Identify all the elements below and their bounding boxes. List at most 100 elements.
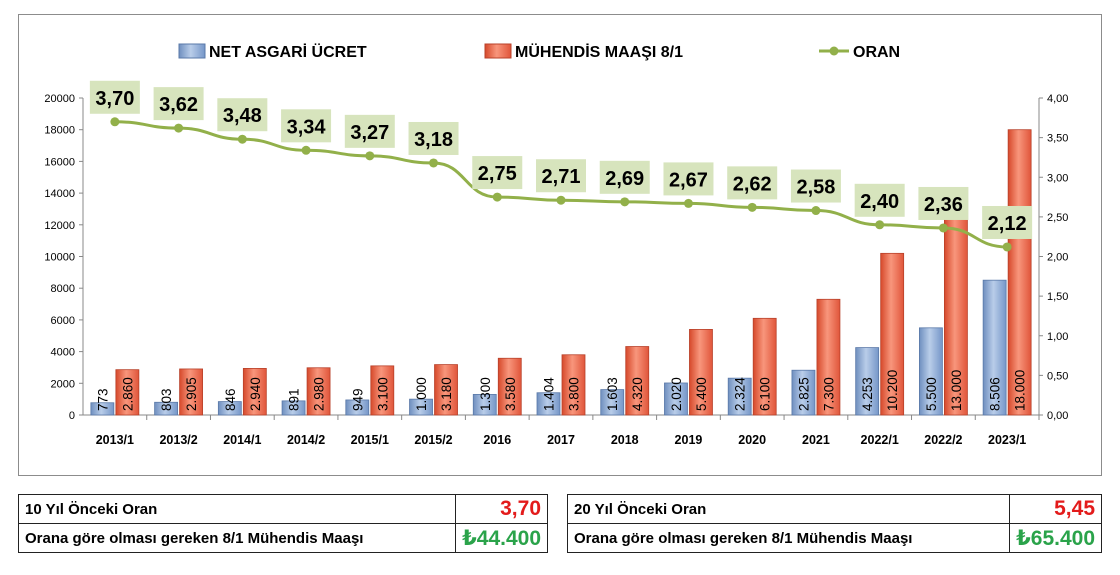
x-tick-label: 2022/1 — [861, 433, 899, 447]
point-oran — [938, 223, 948, 233]
bar-label-net-asgari-ucret: 891 — [287, 388, 302, 411]
ratio-value-20y: 5,45 — [1009, 494, 1102, 524]
x-tick-label: 2016 — [483, 433, 511, 447]
bar-label-muhendis-maasi: 4.320 — [630, 377, 645, 411]
bar-net-asgari-ucret — [727, 377, 752, 416]
bar-label-muhendis-maasi: 2.980 — [312, 377, 327, 411]
data-label-box-oran — [408, 121, 459, 155]
data-label-oran: 3,48 — [223, 105, 262, 127]
bar-net-asgari-ucret — [664, 382, 688, 416]
salary-value-10y: ₺44.400 — [455, 523, 548, 553]
point-oran — [301, 145, 311, 155]
bar-label-muhendis-maasi: 10.200 — [885, 370, 900, 411]
point-oran — [237, 134, 247, 144]
legend-label-muhendis-maasi: MÜHENDİS MAAŞI 8/1 — [515, 42, 683, 61]
left-tick-label: 14000 — [44, 188, 75, 200]
data-label-oran: 2,36 — [924, 194, 963, 216]
data-label-box-oran — [663, 162, 714, 196]
point-oran — [365, 151, 375, 161]
bar-label-net-asgari-ucret: 773 — [95, 388, 110, 411]
x-tick-label: 2020 — [738, 433, 766, 447]
data-label-box-oran — [918, 186, 969, 220]
data-label-box-oran — [89, 80, 140, 114]
bar-label-net-asgari-ucret: 1.404 — [542, 377, 557, 411]
bar-net-asgari-ucret — [154, 401, 179, 416]
x-tick-label: 2014/2 — [287, 433, 325, 447]
bar-muhendis-maasi — [242, 368, 267, 416]
left-tick-label: 18000 — [44, 125, 75, 137]
data-label-box-oran — [727, 166, 778, 200]
data-label-box-oran — [153, 87, 204, 121]
bar-muhendis-maasi — [561, 354, 586, 416]
point-oran — [1002, 242, 1012, 252]
bar-label-net-asgari-ucret: 5.500 — [924, 377, 939, 411]
bar-label-muhendis-maasi: 13.000 — [949, 370, 964, 411]
bar-label-muhendis-maasi: 3.800 — [567, 377, 582, 411]
bar-label-net-asgari-ucret: 846 — [223, 388, 238, 411]
left-tick-label: 20000 — [44, 93, 75, 105]
data-label-box-oran — [599, 160, 650, 194]
legend-swatch-muhendis-maasi — [484, 43, 512, 59]
bar-net-asgari-ucret — [409, 398, 433, 416]
legend-swatch-net-asgari-ucret — [178, 43, 206, 59]
x-tick-label: 2018 — [611, 433, 639, 447]
data-label-box-oran — [790, 169, 841, 203]
legend-label-net-asgari-ucret: NET ASGARİ ÜCRET — [209, 42, 367, 61]
right-tick-label: 4,00 — [1047, 93, 1068, 105]
right-tick-label: 1,00 — [1047, 331, 1068, 343]
point-oran — [620, 197, 630, 207]
summary-table-20y: 20 Yıl Önceki Oran 5,45 Orana göre olmas… — [566, 494, 1102, 553]
bar-net-asgari-ucret — [600, 389, 625, 416]
x-tick-label: 2014/1 — [223, 433, 261, 447]
bar-label-muhendis-maasi: 3.580 — [503, 377, 518, 411]
right-tick-label: 1,50 — [1047, 291, 1068, 303]
bar-muhendis-maasi — [370, 365, 395, 416]
bar-label-muhendis-maasi: 2.905 — [184, 377, 199, 411]
bar-net-asgari-ucret — [791, 369, 816, 416]
right-tick-label: 0,00 — [1047, 410, 1068, 422]
data-label-box-oran — [217, 98, 268, 132]
left-tick-label: 10000 — [44, 252, 75, 264]
legend-label-oran: ORAN — [853, 44, 900, 61]
left-tick-label: 8000 — [51, 283, 75, 295]
bar-label-net-asgari-ucret: 2.825 — [796, 377, 811, 411]
data-label-oran: 2,75 — [478, 163, 517, 185]
table-row: 20 Yıl Önceki Oran 5,45 — [566, 494, 1102, 524]
summary-table-10y: 10 Yıl Önceki Oran 3,70 Orana göre olmas… — [17, 494, 548, 553]
bar-label-muhendis-maasi: 2.940 — [248, 377, 263, 411]
data-label-oran: 3,34 — [287, 116, 327, 138]
left-tick-label: 4000 — [51, 347, 75, 359]
bar-muhendis-maasi — [689, 329, 713, 416]
data-label-box-oran — [854, 183, 905, 217]
data-label-box-oran — [472, 156, 523, 190]
bar-muhendis-maasi — [880, 252, 905, 416]
data-label-box-oran — [344, 114, 395, 148]
point-oran — [683, 198, 693, 208]
right-tick-label: 2,50 — [1047, 212, 1068, 224]
right-tick-label: 0,50 — [1047, 370, 1068, 382]
data-label-oran: 2,40 — [860, 191, 899, 213]
bar-muhendis-maasi — [115, 369, 140, 416]
bar-label-net-asgari-ucret: 949 — [350, 388, 365, 411]
data-label-box-oran — [982, 205, 1033, 239]
bar-label-net-asgari-ucret: 2.324 — [733, 377, 748, 411]
left-tick-label: 16000 — [44, 156, 75, 168]
x-tick-label: 2023/1 — [988, 433, 1026, 447]
x-tick-label: 2021 — [802, 433, 830, 447]
bar-label-net-asgari-ucret: 1.603 — [605, 377, 620, 411]
data-label-box-oran — [281, 109, 332, 143]
x-tick-label: 2013/2 — [159, 433, 197, 447]
left-tick-label: 6000 — [51, 315, 75, 327]
data-label-oran: 2,71 — [542, 166, 581, 188]
bar-muhendis-maasi — [497, 357, 522, 416]
bar-label-net-asgari-ucret: 4.253 — [860, 377, 875, 411]
legend-marker-oran — [829, 46, 839, 56]
point-oran — [492, 192, 502, 202]
data-label-oran: 2,67 — [669, 169, 708, 191]
data-label-oran: 2,69 — [605, 168, 644, 190]
bar-net-asgari-ucret — [345, 399, 370, 416]
bar-muhendis-maasi — [816, 298, 841, 416]
point-oran — [811, 206, 821, 216]
bar-label-net-asgari-ucret: 2.020 — [669, 377, 684, 411]
table-row: Orana göre olması gereken 8/1 Mühendis M… — [17, 523, 548, 553]
